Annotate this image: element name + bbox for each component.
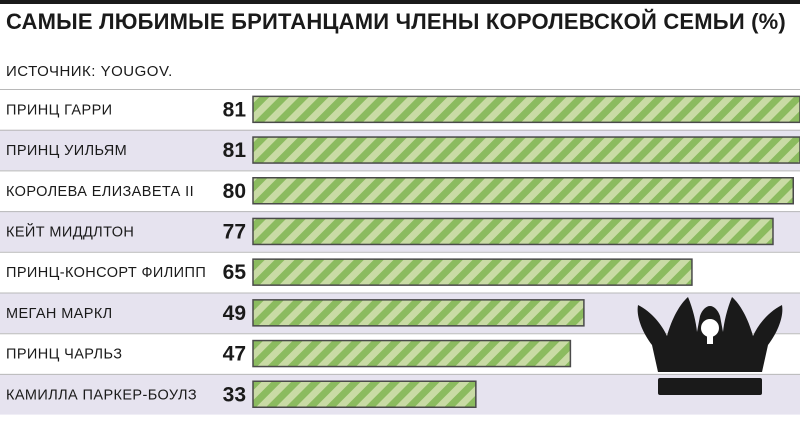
value-label: 81 bbox=[223, 139, 247, 162]
top-rule bbox=[0, 0, 800, 4]
bar bbox=[252, 380, 477, 408]
chart-title: САМЫЕ ЛЮБИМЫЕ БРИТАНЦАМИ ЧЛЕНЫ КОРОЛЕВСК… bbox=[6, 9, 786, 34]
category-label: МЕГАН МАРКЛ bbox=[6, 306, 113, 322]
bar bbox=[252, 258, 693, 286]
category-label: ПРИНЦ ЧАРЛЬЗ bbox=[6, 347, 122, 363]
category-label: КАМИЛЛА ПАРКЕР-БОУЛЗ bbox=[6, 387, 197, 403]
value-label: 65 bbox=[223, 261, 247, 284]
value-label: 49 bbox=[223, 302, 246, 325]
category-label: ПРИНЦ ГАРРИ bbox=[6, 102, 112, 118]
chart-source: ИСТОЧНИК: YOUGOV. bbox=[6, 63, 173, 80]
bar bbox=[252, 136, 800, 164]
bar bbox=[252, 339, 572, 368]
bar bbox=[252, 299, 585, 327]
bar bbox=[252, 217, 774, 246]
category-label: ПРИНЦ-КОНСОРТ ФИЛИПП bbox=[6, 265, 206, 281]
value-label: 77 bbox=[223, 220, 246, 243]
category-label: КЕЙТ МИДДЛТОН bbox=[6, 222, 134, 240]
crown-icon bbox=[637, 297, 783, 395]
bar bbox=[252, 95, 800, 124]
value-label: 80 bbox=[223, 180, 246, 203]
category-label: КОРОЛЕВА ЕЛИЗАВЕТА II bbox=[6, 184, 194, 200]
value-label: 33 bbox=[223, 383, 246, 406]
value-label: 81 bbox=[223, 98, 247, 121]
value-label: 47 bbox=[223, 343, 246, 366]
category-label: ПРИНЦ УИЛЬЯМ bbox=[6, 143, 127, 159]
bar bbox=[252, 177, 794, 205]
